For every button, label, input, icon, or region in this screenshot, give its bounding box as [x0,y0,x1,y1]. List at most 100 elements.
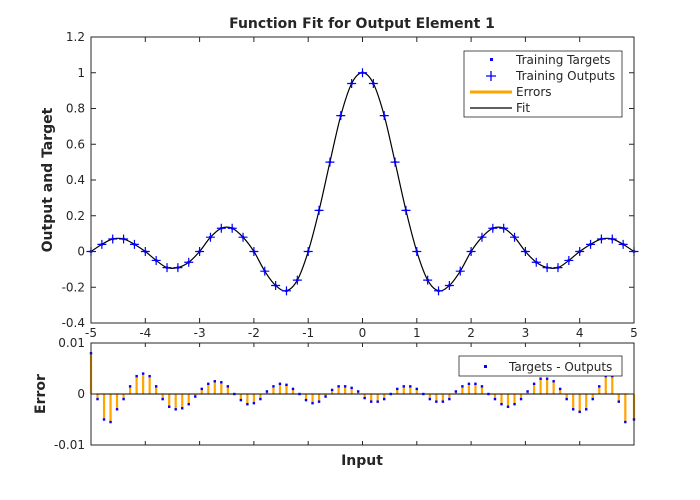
error-point [402,385,405,388]
error-point [585,408,588,411]
legend-fit-label: Fit [516,101,530,115]
training-output-marker [358,68,367,78]
error-point [624,420,627,424]
bottom-plot-marks [89,352,636,424]
top-x-tick-label: -2 [248,326,260,340]
legend-errors-label: Errors [516,85,552,99]
error-point [513,403,516,406]
error-point [487,392,490,396]
training-output-marker [553,263,563,273]
error-point [519,397,523,401]
error-point [454,390,458,393]
training-output-marker [434,286,444,296]
top-y-axis: -0.4 -0.2 0 0.2 0.4 0.6 0.8 1 1.2 [62,30,634,330]
error-point [565,397,568,401]
training-output-marker [140,247,150,256]
error-point [474,382,477,385]
top-legend-box [463,50,623,118]
error-point [350,386,353,390]
training-output-marker [564,255,574,265]
error-point [441,400,445,403]
training-output-marker [368,78,378,88]
error-point [115,408,119,411]
error-point [396,387,399,391]
error-point [304,398,308,402]
training-output-marker [108,234,118,244]
training-output-marker [162,263,172,273]
training-output-marker [303,247,313,256]
top-legend: Training Targets Training Outputs Errors… [463,50,623,118]
training-output-marker [227,223,237,233]
error-point [467,382,471,385]
bottom-legend-box [458,355,623,377]
top-y-tick-label: 0.4 [66,173,85,187]
error-point [545,377,549,380]
top-plot-title: Function Fit for Output Element 1 [229,16,495,32]
top-plot-marks [86,68,639,296]
error-point [298,392,301,396]
error-point [226,385,230,388]
error-point [539,377,542,380]
error-point [598,385,601,388]
training-output-marker [607,234,617,244]
training-output-marker [216,223,226,233]
error-point [246,403,249,406]
error-point [272,385,275,388]
training-output-marker [455,266,465,276]
top-x-tick-label: 0 [359,326,367,340]
error-point [141,372,145,375]
error-point [109,420,112,424]
error-point [128,385,132,388]
error-point [578,410,581,414]
top-y-tick-label: 1 [77,66,85,80]
training-output-marker [379,111,389,121]
error-point [102,418,106,421]
top-x-tick-label: 1 [413,326,421,340]
training-output-marker [423,275,433,285]
error-point [122,397,125,401]
training-output-marker [205,232,215,242]
error-point [356,390,360,393]
top-y-axis-label: Output and Target [40,107,56,252]
bottom-x-axis [90,343,635,445]
error-point [409,385,412,388]
legend-targets-label: Training Targets [515,53,611,67]
error-point [207,382,210,385]
top-y-tick-label: -0.2 [62,280,85,294]
top-x-tick-label: 3 [522,326,530,340]
error-point [337,385,340,388]
error-point [383,397,386,401]
bottom-y-axis-label: Error [33,374,49,414]
error-point [252,401,256,405]
bottom-y-tick-label: 0.01 [58,336,85,350]
legend-targets-marker [490,58,493,61]
error-point [174,408,177,411]
top-x-tick-label: -5 [85,326,97,340]
error-point [324,395,327,398]
training-output-marker [466,247,476,256]
training-output-marker [292,275,302,285]
error-point [422,392,425,396]
bottom-y-axis: -0.01 0 0.01 [54,336,634,452]
legend-targets-outputs-marker [484,365,487,368]
error-point [239,398,243,402]
error-point [187,403,190,406]
error-point [154,385,158,388]
error-point [291,387,295,391]
error-point [376,400,379,403]
training-output-marker [499,223,509,233]
error-point [213,380,217,383]
bottom-y-tick-label: 0 [77,387,85,401]
training-output-marker [129,239,139,249]
error-point [428,397,432,401]
bottom-legend: Targets - Outputs [458,355,623,377]
error-point [389,392,392,396]
bottom-x-axis-label: Input [341,453,383,469]
training-output-marker [477,232,487,242]
legend-outputs-label: Training Outputs [515,69,615,83]
training-output-marker [195,247,205,256]
top-x-tick-label: -3 [194,326,206,340]
error-point [415,387,418,391]
training-output-marker [390,157,400,167]
training-output-marker [531,257,541,267]
